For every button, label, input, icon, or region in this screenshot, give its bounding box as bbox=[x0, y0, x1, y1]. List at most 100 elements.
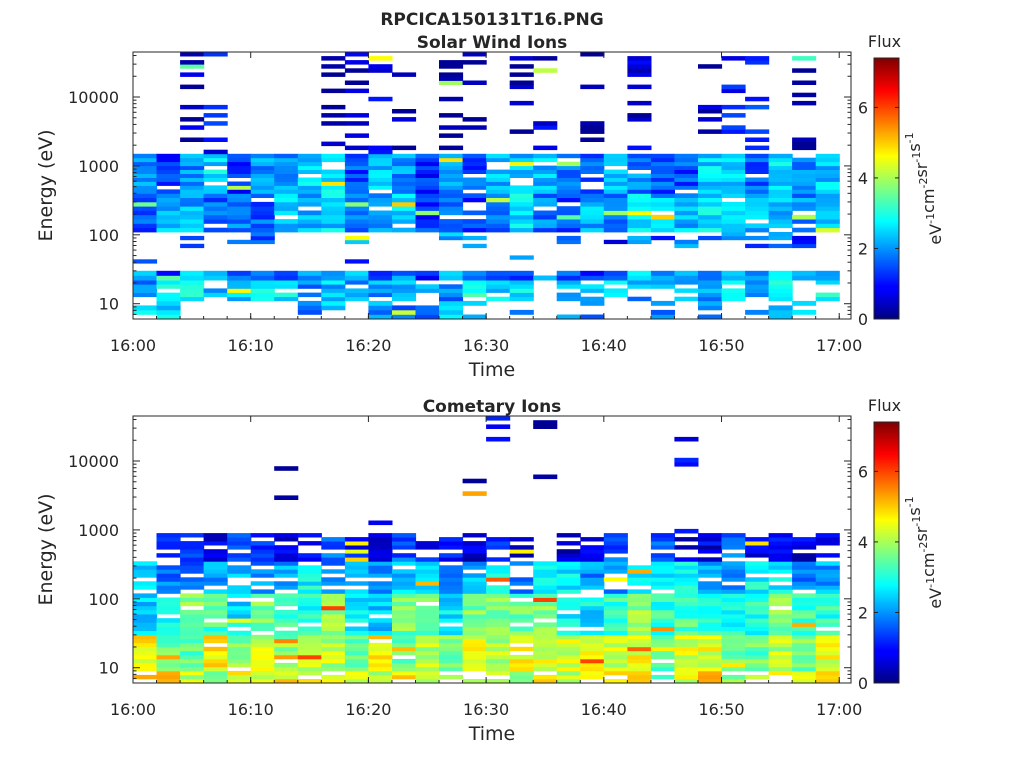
heatmap-cell bbox=[274, 227, 299, 233]
heatmap-cell bbox=[768, 541, 793, 546]
heatmap-cell bbox=[556, 292, 581, 298]
heatmap-cell bbox=[297, 153, 322, 159]
heatmap-cell bbox=[650, 153, 675, 159]
heatmap-cell bbox=[698, 581, 723, 586]
plot-frame bbox=[132, 415, 852, 684]
heatmap-cell bbox=[815, 609, 840, 615]
heatmap-cell bbox=[627, 670, 652, 676]
heatmap-cell bbox=[156, 201, 181, 207]
heatmap-cell bbox=[556, 565, 581, 570]
heatmap-cell bbox=[227, 569, 252, 574]
heatmap-cell bbox=[180, 117, 205, 122]
heatmap-cell bbox=[250, 157, 275, 163]
heatmap-cell bbox=[698, 129, 723, 134]
heatmap-cell bbox=[250, 614, 275, 619]
heatmap-cell bbox=[768, 638, 793, 644]
heatmap-cell bbox=[721, 193, 746, 198]
heatmap-cell bbox=[721, 679, 746, 684]
heatmap-cell bbox=[274, 165, 299, 170]
heatmap-cell bbox=[486, 169, 511, 174]
heatmap-cell bbox=[156, 270, 181, 276]
heatmap-cell bbox=[439, 145, 464, 151]
colorbar-tick-label: 6 bbox=[858, 98, 868, 117]
heatmap-cell bbox=[439, 650, 464, 656]
heatmap-cell bbox=[133, 565, 158, 570]
heatmap-cell bbox=[650, 605, 675, 611]
heatmap-cell bbox=[133, 189, 158, 194]
heatmap-cell bbox=[274, 553, 299, 558]
heatmap-cell bbox=[698, 153, 723, 159]
heatmap-cell bbox=[344, 227, 369, 233]
heatmap-cell bbox=[650, 553, 675, 558]
heatmap-cell bbox=[627, 193, 652, 198]
heatmap-cell bbox=[415, 679, 440, 684]
heatmap-cell bbox=[768, 309, 793, 315]
heatmap-cell bbox=[509, 201, 534, 207]
heatmap-cell bbox=[203, 173, 228, 178]
heatmap-cell bbox=[462, 642, 487, 648]
heatmap-cell bbox=[227, 634, 252, 640]
heatmap-cell bbox=[133, 674, 158, 680]
heatmap-cell bbox=[486, 605, 511, 611]
heatmap-cell bbox=[156, 662, 181, 668]
heatmap-cell bbox=[556, 161, 581, 167]
heatmap-cell bbox=[580, 227, 605, 233]
heatmap-cell bbox=[509, 284, 534, 289]
heatmap-cell bbox=[321, 674, 346, 680]
heatmap-cell bbox=[650, 270, 675, 276]
heatmap-cell bbox=[533, 593, 558, 598]
heatmap-cell bbox=[792, 300, 817, 306]
heatmap-cell bbox=[180, 650, 205, 656]
heatmap-cell bbox=[792, 537, 817, 542]
heatmap-cell bbox=[721, 214, 746, 220]
heatmap-cell bbox=[768, 296, 793, 302]
heatmap-cell bbox=[486, 654, 511, 660]
heatmap-cell bbox=[815, 650, 840, 656]
heatmap-cell bbox=[321, 581, 346, 586]
heatmap-cell bbox=[815, 206, 840, 211]
heatmap-cell bbox=[462, 609, 487, 615]
heatmap-cell bbox=[227, 670, 252, 676]
heatmap-cell bbox=[580, 219, 605, 224]
heatmap-cell bbox=[297, 614, 322, 619]
heatmap-cell bbox=[439, 219, 464, 224]
heatmap-cell bbox=[745, 153, 770, 159]
heatmap-cell bbox=[180, 545, 205, 550]
heatmap-cell bbox=[344, 642, 369, 648]
heatmap-cell bbox=[180, 125, 205, 130]
heatmap-cell bbox=[792, 662, 817, 668]
heatmap-cell bbox=[462, 577, 487, 582]
heatmap-cell bbox=[227, 270, 252, 276]
heatmap-cell bbox=[368, 284, 393, 289]
heatmap-cell bbox=[721, 232, 746, 237]
heatmap-cell bbox=[133, 219, 158, 224]
heatmap-cell bbox=[180, 553, 205, 558]
heatmap-cell bbox=[721, 662, 746, 668]
heatmap-cell bbox=[533, 227, 558, 233]
heatmap-cell bbox=[415, 193, 440, 198]
heatmap-cell bbox=[368, 597, 393, 602]
heatmap-cell bbox=[486, 618, 511, 623]
heatmap-cell bbox=[439, 646, 464, 652]
heatmap-cell bbox=[415, 545, 440, 550]
heatmap-cell bbox=[603, 185, 628, 190]
heatmap-cell bbox=[392, 618, 417, 623]
heatmap-cell bbox=[344, 638, 369, 644]
heatmap-cell bbox=[180, 201, 205, 207]
heatmap-cell bbox=[509, 129, 534, 134]
heatmap-cell bbox=[297, 618, 322, 623]
heatmap-cell bbox=[321, 537, 346, 542]
heatmap-cell bbox=[297, 569, 322, 574]
heatmap-cell bbox=[274, 666, 299, 672]
heatmap-cell bbox=[156, 650, 181, 656]
x-tick-label: 16:20 bbox=[345, 700, 391, 719]
heatmap-cell bbox=[392, 153, 417, 159]
heatmap-cell bbox=[580, 201, 605, 207]
heatmap-cell bbox=[203, 557, 228, 562]
heatmap-cell bbox=[533, 577, 558, 582]
heatmap-cell bbox=[745, 280, 770, 285]
heatmap-cell bbox=[768, 197, 793, 203]
heatmap-cell bbox=[674, 666, 699, 672]
heatmap-cell bbox=[721, 129, 746, 134]
heatmap-cell bbox=[297, 181, 322, 186]
